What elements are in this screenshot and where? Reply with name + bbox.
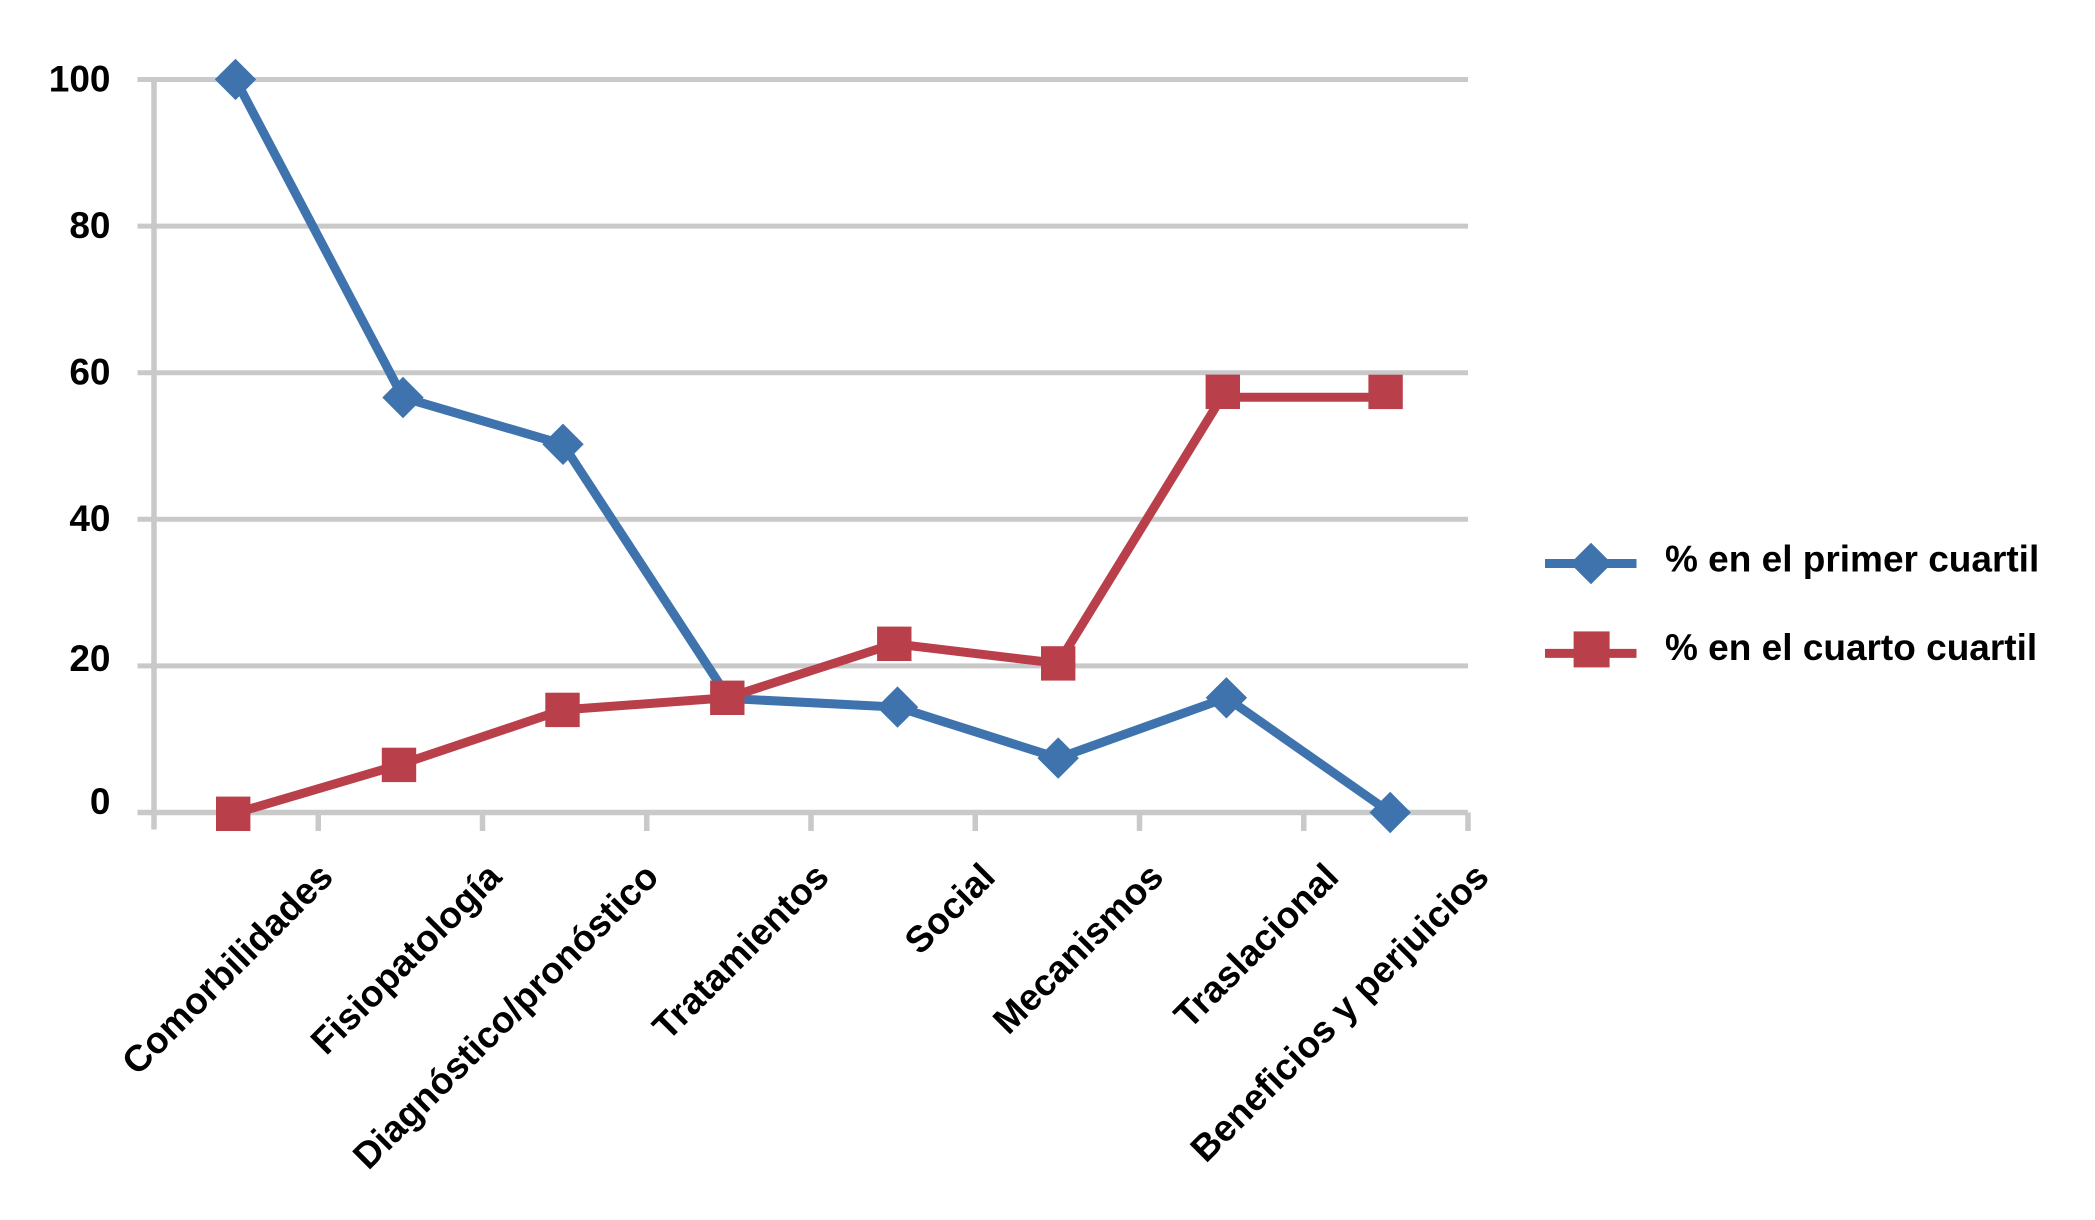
svg-text:100: 100 <box>49 58 111 99</box>
svg-text:% en el primer cuartil: % en el primer cuartil <box>1665 539 2039 580</box>
svg-text:80: 80 <box>69 205 110 246</box>
svg-text:20: 20 <box>69 638 110 679</box>
svg-text:60: 60 <box>69 351 110 392</box>
svg-text:0: 0 <box>90 781 111 822</box>
svg-text:% en el cuarto cuartil: % en el cuarto cuartil <box>1665 627 2037 668</box>
svg-text:40: 40 <box>69 498 110 539</box>
